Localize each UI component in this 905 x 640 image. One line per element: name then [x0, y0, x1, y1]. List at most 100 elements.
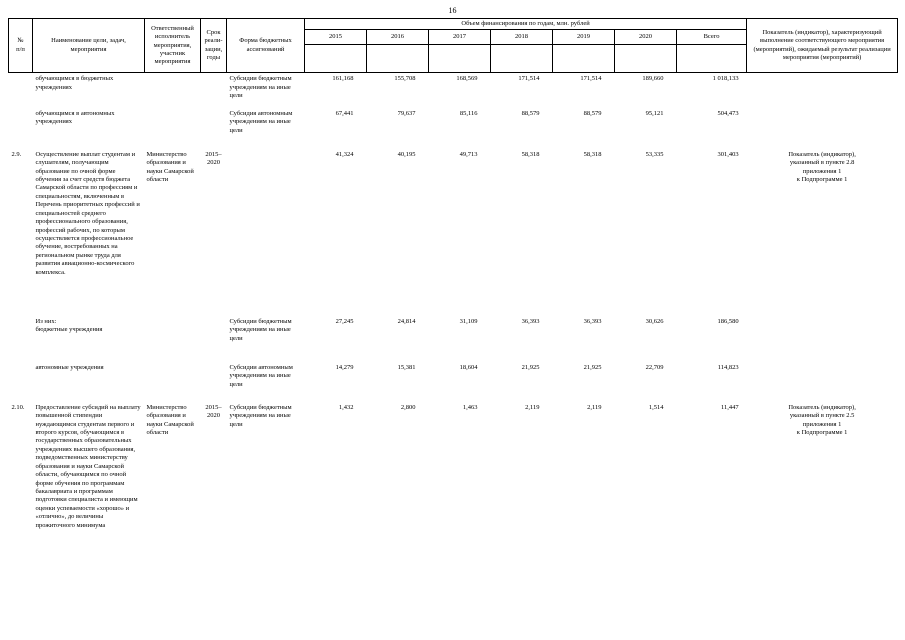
table-row: 2.10. Предоставление субсидий на выплату…: [9, 402, 898, 560]
cell-value-2016: 2,800: [400, 403, 416, 411]
cell-value-2015: 67,441: [335, 109, 354, 117]
cell-form: Субсидии бюджетным учреждениям на иные ц…: [229, 75, 292, 99]
cell-num: [9, 108, 33, 149]
col-header-indicator: Показатель (индикатор), характеризующий …: [746, 17, 899, 74]
cell-value-2016: 40,195: [397, 150, 416, 158]
cell-value-2018: 2,119: [525, 403, 540, 411]
col-header-year-2020: 2020: [614, 29, 677, 46]
cell-value-2020: 189,660: [642, 75, 664, 83]
cell-indicator: Показатель (индикатор), указанный в пунк…: [788, 150, 856, 183]
table-header: № п/п Наименование цели, задач, мероприя…: [8, 17, 899, 74]
table-row: обучающимся в автономных учреждениях Суб…: [9, 108, 898, 149]
cell-executor: [145, 73, 201, 108]
cell-value-2019: 21,925: [583, 363, 602, 371]
cell-value-total: 504,473: [717, 109, 739, 117]
header-spacer-cell: [552, 44, 615, 74]
page-number: 16: [448, 6, 457, 15]
col-header-num: № п/п: [8, 17, 33, 74]
cell-value-2015: 27,245: [335, 317, 354, 325]
cell-executor: Министерство образования и науки Самарск…: [146, 403, 194, 436]
col-header-year-2016: 2016: [366, 29, 429, 46]
cell-value-2020: 22,709: [645, 363, 664, 371]
cell-value-2020: 30,626: [645, 317, 664, 325]
cell-form: Субсидии бюджетным учреждениям на иные ц…: [229, 403, 292, 428]
cell-value-2017: 85,116: [459, 109, 478, 117]
col-header-financing: Объем финансирования по годам, млн. рубл…: [303, 17, 748, 31]
cell-value-total: 1 018,133: [712, 75, 739, 83]
table-row: 2.9. Осуществление выплат студентам и сл…: [9, 149, 898, 316]
cell-name: Предоставление субсидий на выплату повыш…: [35, 403, 141, 529]
cell-indicator: [747, 316, 898, 362]
cell-value-total: 301,403: [717, 150, 739, 158]
cell-value-total: 11,447: [720, 403, 739, 411]
cell-executor: [145, 362, 201, 402]
header-spacer-cell: [675, 44, 748, 74]
cell-num: 2.10.: [11, 403, 25, 411]
table-row: Из них: бюджетные учреждения Субсидии бю…: [9, 316, 898, 362]
header-spacer-cell: [490, 44, 553, 74]
cell-value-2017: 18,604: [459, 363, 478, 371]
cell-indicator: [747, 108, 898, 149]
cell-indicator: Показатель (индикатор), указанный в пунк…: [788, 403, 856, 436]
cell-value-2015: 41,324: [335, 150, 354, 158]
cell-name: обучающимся в бюджетных учреждениях: [35, 75, 114, 91]
cell-value-2018: 21,925: [521, 363, 540, 371]
header-spacer-cell: [428, 44, 491, 74]
col-header-name: Наименование цели, задач, мероприятия: [32, 17, 145, 74]
cell-executor: Министерство образования и науки Самарск…: [146, 150, 194, 183]
cell-num: 2.9.: [11, 150, 22, 158]
col-header-year-2015: 2015: [304, 29, 367, 46]
cell-value-2016: 24,814: [397, 317, 416, 325]
cell-value-2015: 14,279: [335, 363, 354, 371]
cell-executor: [145, 316, 201, 362]
cell-value-2019: 171,514: [580, 75, 602, 83]
cell-num: [9, 73, 33, 108]
cell-value-2018: 171,514: [518, 75, 540, 83]
col-header-year-2017: 2017: [428, 29, 491, 46]
cell-value-2016: 79,637: [397, 109, 416, 117]
header-row-spacer: [9, 44, 898, 74]
cell-name: обучающимся в автономных учреждениях: [35, 109, 115, 126]
cell-form: Субсидия автономным учреждениям на иные …: [229, 109, 293, 134]
cell-form: [227, 149, 305, 316]
cell-value-2016: 15,381: [397, 363, 416, 371]
cell-value-2018: 58,318: [521, 150, 540, 158]
cell-form: Субсидии бюджетным учреждениям на иные ц…: [229, 317, 292, 342]
cell-num: [9, 316, 33, 362]
cell-term: 2015– 2020: [205, 403, 222, 420]
cell-indicator: [747, 362, 898, 402]
cell-value-2017: 49,713: [459, 150, 478, 158]
cell-value-2017: 1,463: [462, 403, 478, 411]
col-header-total: Всего: [675, 29, 748, 46]
table-row: автономные учреждения Субсидии автономны…: [9, 362, 898, 402]
cell-form: Субсидии автономным учреждениям на иные …: [229, 363, 293, 388]
budget-financing-table: № п/п Наименование цели, задач, мероприя…: [8, 17, 899, 560]
col-header-form: Форма бюджетных ассигнований: [226, 17, 305, 74]
cell-value-2020: 53,335: [645, 150, 664, 158]
cell-value-2015: 1,432: [338, 403, 354, 411]
cell-value-total: 186,580: [717, 317, 739, 325]
cell-value-2017: 168,569: [456, 75, 478, 83]
cell-indicator: [747, 73, 898, 108]
cell-value-2020: 95,121: [645, 109, 664, 117]
cell-term: [201, 362, 227, 402]
table-row: обучающимся в бюджетных учреждениях Субс…: [9, 73, 898, 108]
cell-value-2017: 31,109: [459, 317, 478, 325]
cell-value-2020: 1,514: [648, 403, 664, 411]
cell-value-2019: 2,119: [587, 403, 602, 411]
header-spacer-cell: [304, 44, 367, 74]
cell-value-2019: 88,579: [583, 109, 602, 117]
cell-term: [201, 316, 227, 362]
col-header-term: Срок реали-зации, годы: [200, 17, 227, 74]
cell-value-2019: 36,393: [583, 317, 602, 325]
header-row-top: № п/п Наименование цели, задач, мероприя…: [8, 17, 899, 74]
cell-term: 2015– 2020: [205, 150, 222, 167]
cell-value-2015: 161,168: [332, 75, 354, 83]
table-body: обучающимся в бюджетных учреждениях Субс…: [9, 73, 898, 560]
cell-name: Осуществление выплат студентам и слушате…: [35, 150, 140, 276]
cell-term: [201, 73, 227, 108]
col-header-executor: Ответственный исполнитель мероприятия, у…: [144, 17, 201, 74]
cell-value-2019: 58,318: [583, 150, 602, 158]
col-header-year-2018: 2018: [490, 29, 553, 46]
